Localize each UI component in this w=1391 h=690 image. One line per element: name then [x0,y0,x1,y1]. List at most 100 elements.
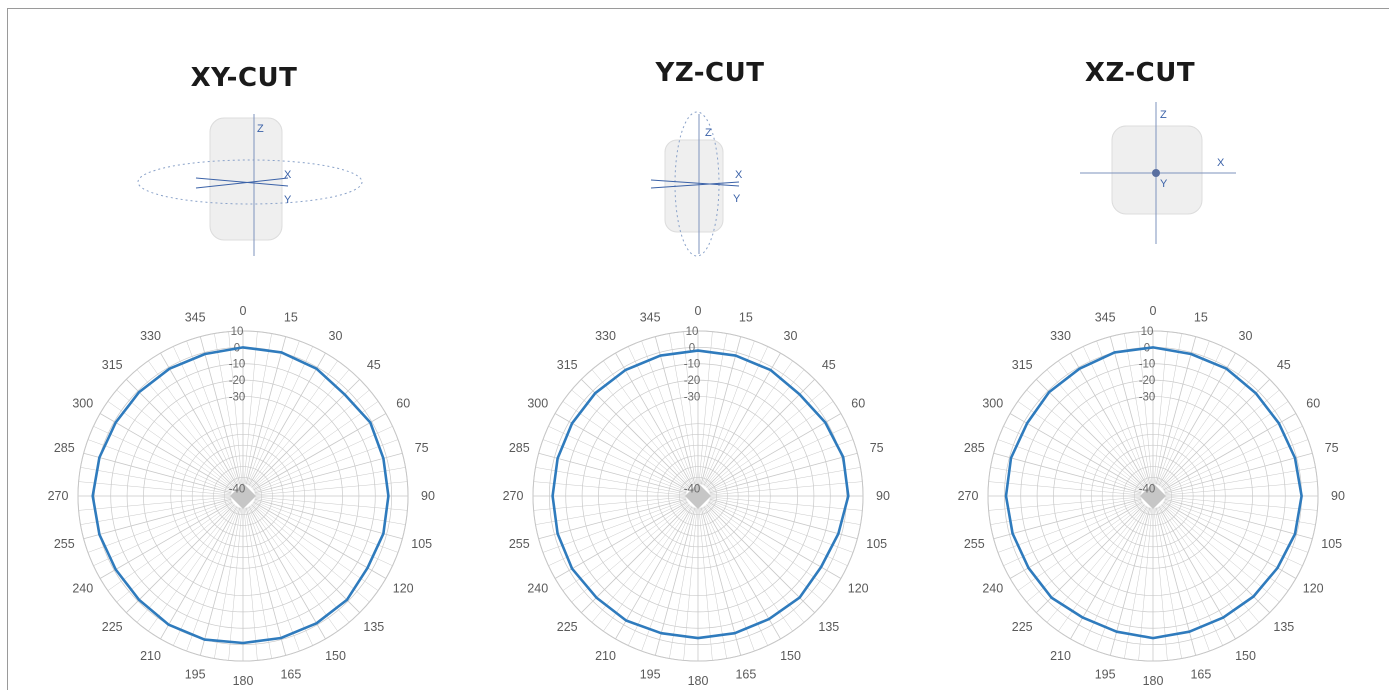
data-point [1010,457,1012,459]
data-point [1048,391,1050,393]
grid-spoke [1026,389,1144,489]
data-point [1278,422,1280,425]
data-point [824,421,827,424]
grid-spoke [254,497,406,525]
data-point [556,532,559,535]
angle-tick-label: 195 [185,668,206,682]
angle-tick-label: 0 [1150,304,1157,318]
data-point [551,495,554,497]
grid-spoke [1163,426,1303,492]
grid-spoke [988,496,1142,511]
radial-tick-label: 10 [686,326,699,338]
data-point [1276,567,1279,569]
angle-tick-label: 15 [1194,310,1208,324]
grid-spoke [244,507,272,659]
angle-tick-label: 60 [851,397,865,411]
radial-tick-label: -20 [1139,375,1156,387]
data-point [769,369,772,371]
grid-spoke [709,496,863,511]
grid-spoke [253,413,387,491]
panel-xy-cut: XY-CUT Z X Y 0 15 30 45 60 75 90 105 120 135 150 16… [0,0,463,688]
grid-spoke [1164,497,1316,525]
grid-spoke [562,502,689,591]
grid-spoke [700,507,742,656]
angle-tick-label: 45 [367,358,381,372]
grid-spoke [628,346,694,486]
grid-spoke [990,467,1142,495]
grid-spoke [542,499,687,553]
grid-spoke [1070,506,1148,640]
y-axis-point [1152,169,1160,177]
grid-spoke [990,497,1142,525]
grid-spoke [707,401,834,490]
y-axis [650,181,740,189]
grid-spoke [548,500,688,566]
data-point [98,533,101,536]
grid-spoke [702,506,768,646]
grid-spoke [1158,506,1236,640]
grid-spoke [699,333,727,485]
x-axis-label: X [735,169,743,181]
data-point [242,642,244,644]
data-point [798,596,801,599]
grid-spoke [250,505,350,623]
grid-spoke [80,497,232,525]
data-point [697,637,699,639]
angle-tick-label: 30 [329,329,343,343]
grid-spoke [1161,504,1270,613]
data-point [1294,457,1296,459]
grid-spoke [126,504,235,613]
data-point [734,354,737,357]
data-point [369,421,372,424]
grid-spoke [704,360,793,487]
data-point [1294,533,1296,535]
angle-tick-label: 165 [280,668,301,682]
grid-spoke [702,346,768,486]
grid-spoke [708,500,848,566]
grid-spoke [1163,501,1297,579]
angle-tick-label: 225 [1012,620,1033,634]
grid-spoke [709,498,858,540]
grid-spoke [1083,346,1149,486]
grid-spoke [1155,336,1197,485]
grid-spoke [254,481,408,496]
grid-spoke [709,481,863,496]
data-point [1300,495,1303,497]
grid-spoke [591,505,691,623]
grid-spoke [707,503,825,603]
grid-spoke [701,340,755,485]
grid-spoke [252,401,379,490]
angle-tick-label: 270 [958,489,979,503]
angle-tick-label: 315 [557,358,578,372]
y-axis [195,177,289,189]
grid-spoke [641,507,695,652]
grid-spoke [669,333,697,485]
angle-tick-label: 120 [1303,582,1324,596]
angle-tick-label: 270 [503,489,524,503]
data-point [1026,422,1028,425]
grid-spoke [1003,426,1143,492]
data-point [114,421,117,424]
grid-spoke [1164,496,1318,511]
grid-spoke [1163,413,1297,491]
grid-spoke [533,481,687,496]
grid-spoke [160,506,238,640]
grid-spoke [136,505,236,623]
angle-tick-label: 135 [1273,620,1294,634]
grid-spoke [554,501,688,579]
data-point [1113,351,1116,354]
grid-spoke [199,507,241,656]
angle-tick-label: 30 [784,329,798,343]
grid-spoke [707,389,825,489]
angle-tick-label: 300 [527,397,548,411]
grid-spoke [247,506,313,646]
panel-yz-cut: YZ-CUT Z X Y 0 15 30 45 60 75 90 105 120 135 150 16… [463,0,926,688]
angle-tick-label: 90 [1331,489,1345,503]
grid-spoke [704,505,793,632]
angle-tick-label: 255 [54,537,75,551]
angle-tick-label: 105 [1321,537,1342,551]
angle-tick-label: 150 [325,649,346,663]
grid-spoke [708,413,842,491]
grid-spoke [246,507,300,652]
grid-spoke [250,369,350,487]
